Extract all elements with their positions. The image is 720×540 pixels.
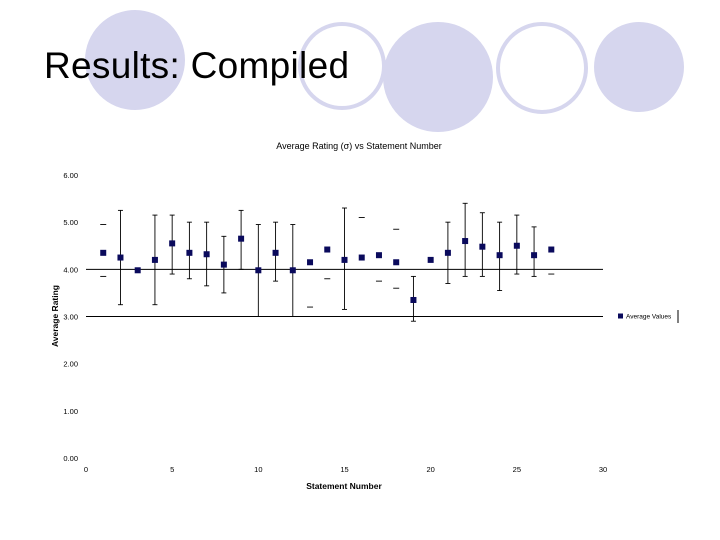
x-tick-label: 15 — [340, 465, 348, 474]
dash-marks — [100, 216, 555, 317]
x-tick-label: 10 — [254, 465, 262, 474]
data-point — [134, 267, 141, 274]
legend-label: Average Values — [626, 314, 672, 321]
data-point — [169, 240, 176, 247]
y-axis-title: Average Rating — [50, 285, 60, 347]
data-point — [186, 249, 193, 256]
decor-circle-3 — [383, 22, 493, 132]
chart-title: Average Rating (σ) vs Statement Number — [276, 141, 441, 151]
data-point — [341, 256, 348, 263]
data-point — [548, 246, 555, 253]
data-point — [513, 242, 520, 249]
data-point — [117, 254, 124, 261]
x-tick-label: 5 — [170, 465, 174, 474]
y-tick-label: 5.00 — [63, 218, 78, 227]
legend-swatch — [618, 313, 623, 319]
decor-circle-5 — [594, 22, 684, 112]
data-point — [100, 249, 107, 256]
decor-circle-2 — [298, 22, 386, 110]
y-tick-label: 0.00 — [63, 454, 78, 463]
data-point — [272, 249, 279, 256]
x-tick-label: 0 — [84, 465, 88, 474]
data-point — [375, 252, 382, 259]
data-point — [427, 256, 434, 263]
data-point — [462, 238, 469, 245]
data-point — [444, 249, 451, 256]
data-point — [496, 252, 503, 259]
x-tick-label: 25 — [513, 465, 521, 474]
x-axis-title: Statement Number — [306, 481, 382, 491]
data-point — [289, 267, 296, 274]
y-tick-label: 3.00 — [63, 313, 78, 322]
data-point — [220, 261, 227, 268]
data-point — [393, 259, 400, 266]
data-point — [203, 251, 210, 258]
data-point — [410, 296, 417, 303]
data-point — [307, 259, 314, 266]
data-point — [255, 267, 262, 274]
error-bars — [117, 202, 537, 322]
data-point — [531, 252, 538, 259]
data-point — [479, 243, 486, 250]
x-tick-label: 30 — [599, 465, 607, 474]
slide-title: Results: Compiled — [44, 45, 350, 86]
data-point — [324, 246, 331, 253]
data-points — [100, 235, 555, 303]
y-tick-label: 6.00 — [63, 171, 78, 180]
y-tick-labels: 0.00 1.00 2.00 3.00 4.00 5.00 6.00 — [63, 171, 78, 463]
y-tick-label: 1.00 — [63, 407, 78, 416]
data-point — [358, 254, 365, 261]
data-point — [151, 256, 158, 263]
data-point — [238, 235, 245, 242]
x-tick-label: 20 — [426, 465, 434, 474]
decor-circle-1 — [85, 10, 185, 110]
legend: Average Values — [618, 310, 679, 323]
x-tick-labels: 0 5 10 15 20 25 30 — [84, 465, 607, 474]
y-tick-label: 4.00 — [63, 265, 78, 274]
y-tick-label: 2.00 — [63, 360, 78, 369]
decor-circle-4 — [496, 22, 588, 114]
